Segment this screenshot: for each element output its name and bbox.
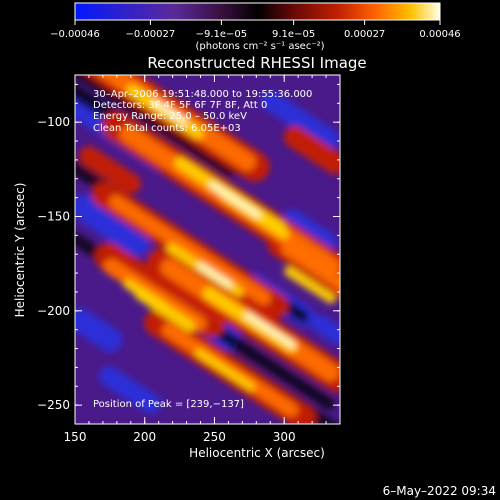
x-tick-label: 300 (273, 430, 296, 444)
plot-frame (74, 74, 341, 425)
heatmap-feature (281, 242, 340, 298)
colorbar-tick-label: −0.00046 (50, 29, 100, 40)
x-tick-label: 250 (203, 430, 226, 444)
heatmap-feature (260, 90, 340, 150)
heatmap-feature (75, 194, 150, 256)
annotation-line: Clean Total counts: 6.05E+03 (93, 123, 241, 134)
heatmap-feature (209, 182, 261, 218)
x-tick-label: 200 (133, 430, 156, 444)
y-axis-label: Heliocentric Y (arcsec) (13, 183, 27, 318)
heatmap-feature (284, 266, 336, 304)
y-tick-label: −200 (37, 304, 70, 318)
heatmap-feature (123, 279, 167, 311)
colorbar-tick-label: 0.00046 (419, 29, 460, 40)
heatmap-feature (195, 349, 255, 391)
colorbar-unit-label: (photons cm⁻² s⁻¹ asec⁻²) (195, 41, 324, 52)
colorbar-ticks (74, 20, 441, 25)
x-tick-label: 150 (64, 430, 87, 444)
heatmap-feature (75, 308, 123, 352)
y-tick-label: −100 (37, 115, 70, 129)
colorbar-tick-labels: −0.00046 −0.00027 −9.1e−05 9.1e−05 0.00027 0.… (50, 29, 461, 40)
heatmap-feature (244, 312, 296, 348)
peak-position-label: Position of Peak = [239,−137] (93, 399, 244, 410)
colorbar-tick-label: −9.1e−05 (196, 29, 248, 40)
heatmap-feature (75, 75, 235, 177)
annotation-line: Energy Range: 25.0 – 50.0 keV (93, 111, 247, 122)
y-tick-label: −150 (37, 209, 70, 223)
footer-date: 6–May–2022 09:34 (383, 484, 496, 498)
annotation-line: 30–Apr–2006 19:51:48.000 to 19:55:36.000 (93, 89, 312, 100)
heatmap-feature (152, 99, 188, 125)
y-axis-ticks (75, 83, 340, 425)
x-axis-tick-labels: 150 200 250 300 (64, 430, 296, 444)
heatmap-feature (109, 195, 271, 305)
annotation-block: 30–Apr–2006 19:51:48.000 to 19:55:36.000… (93, 89, 312, 134)
chart-title: Reconstructed RHESSI Image (147, 54, 366, 72)
heatmap-feature (283, 125, 340, 175)
heatmap-feature (79, 146, 141, 194)
x-axis-label: Heliocentric X (arcsec) (189, 446, 325, 460)
heatmap-feature (197, 262, 233, 288)
heatmap-feature (311, 315, 340, 345)
heatmap-image (75, 75, 340, 424)
colorbar-tick-label: −0.00027 (126, 29, 176, 40)
x-axis-ticks (74, 75, 341, 424)
y-tick-label: −250 (37, 398, 70, 412)
colorbar (74, 2, 441, 21)
colorbar-tick-label: 0.00027 (344, 29, 385, 40)
colorbar-tick-label: 9.1e−05 (272, 29, 315, 40)
annotation-line: Detectors: 3F 4F 5F 6F 7F 8F, Att 0 (93, 100, 267, 111)
heatmap-feature (283, 209, 337, 251)
heatmap-feature (99, 366, 161, 414)
y-axis-tick-labels: −100 −150 −200 −250 (37, 115, 70, 412)
